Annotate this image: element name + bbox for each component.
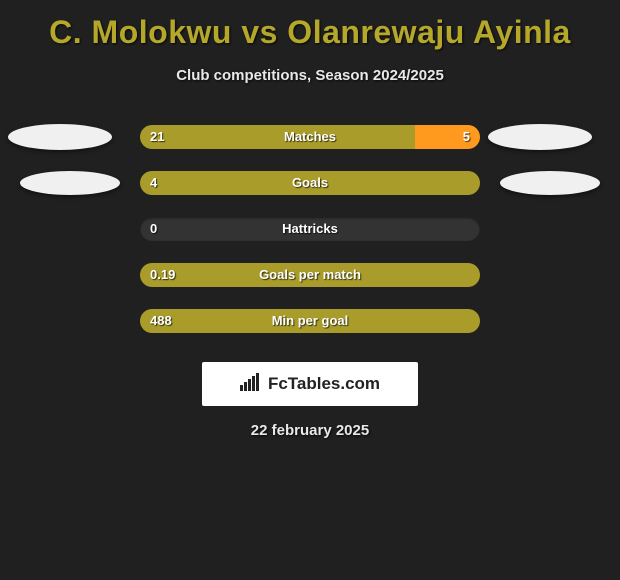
value-left: 0.19 <box>150 263 175 287</box>
value-left: 4 <box>150 171 157 195</box>
bar-label: Goals per match <box>140 263 480 287</box>
player-ellipse-left <box>8 124 112 150</box>
player-ellipse-right <box>500 171 600 195</box>
value-left: 488 <box>150 309 172 333</box>
logo-text: FcTables.com <box>268 374 380 394</box>
page-title: C. Molokwu vs Olanrewaju Ayinla <box>0 0 620 51</box>
subtitle: Club competitions, Season 2024/2025 <box>0 67 620 84</box>
bar-label: Matches <box>140 125 480 149</box>
bar-track: Goals per match0.19 <box>140 263 480 287</box>
value-left: 0 <box>150 217 157 241</box>
bar-track: Matches21 5 <box>140 125 480 149</box>
value-right: 5 <box>463 125 470 149</box>
bar-label: Min per goal <box>140 309 480 333</box>
value-left: 21 <box>150 125 164 149</box>
stat-row: Matches21 5 <box>0 114 620 160</box>
bar-label: Goals <box>140 171 480 195</box>
date-label: 22 february 2025 <box>0 422 620 439</box>
player-ellipse-left <box>20 171 120 195</box>
bar-label: Hattricks <box>140 217 480 241</box>
stat-row: Min per goal488 <box>0 298 620 344</box>
comparison-chart: Matches21 5 Goals4 Hattricks0 Goals per matc… <box>0 114 620 344</box>
stat-row: Hattricks0 <box>0 206 620 252</box>
stat-row: Goals4 <box>0 160 620 206</box>
bar-track: Hattricks0 <box>140 217 480 241</box>
bar-chart-icon <box>240 373 262 396</box>
player-ellipse-right <box>488 124 592 150</box>
bar-track: Goals4 <box>140 171 480 195</box>
bar-track: Min per goal488 <box>140 309 480 333</box>
logo-box: FcTables.com <box>202 362 418 406</box>
stat-row: Goals per match0.19 <box>0 252 620 298</box>
